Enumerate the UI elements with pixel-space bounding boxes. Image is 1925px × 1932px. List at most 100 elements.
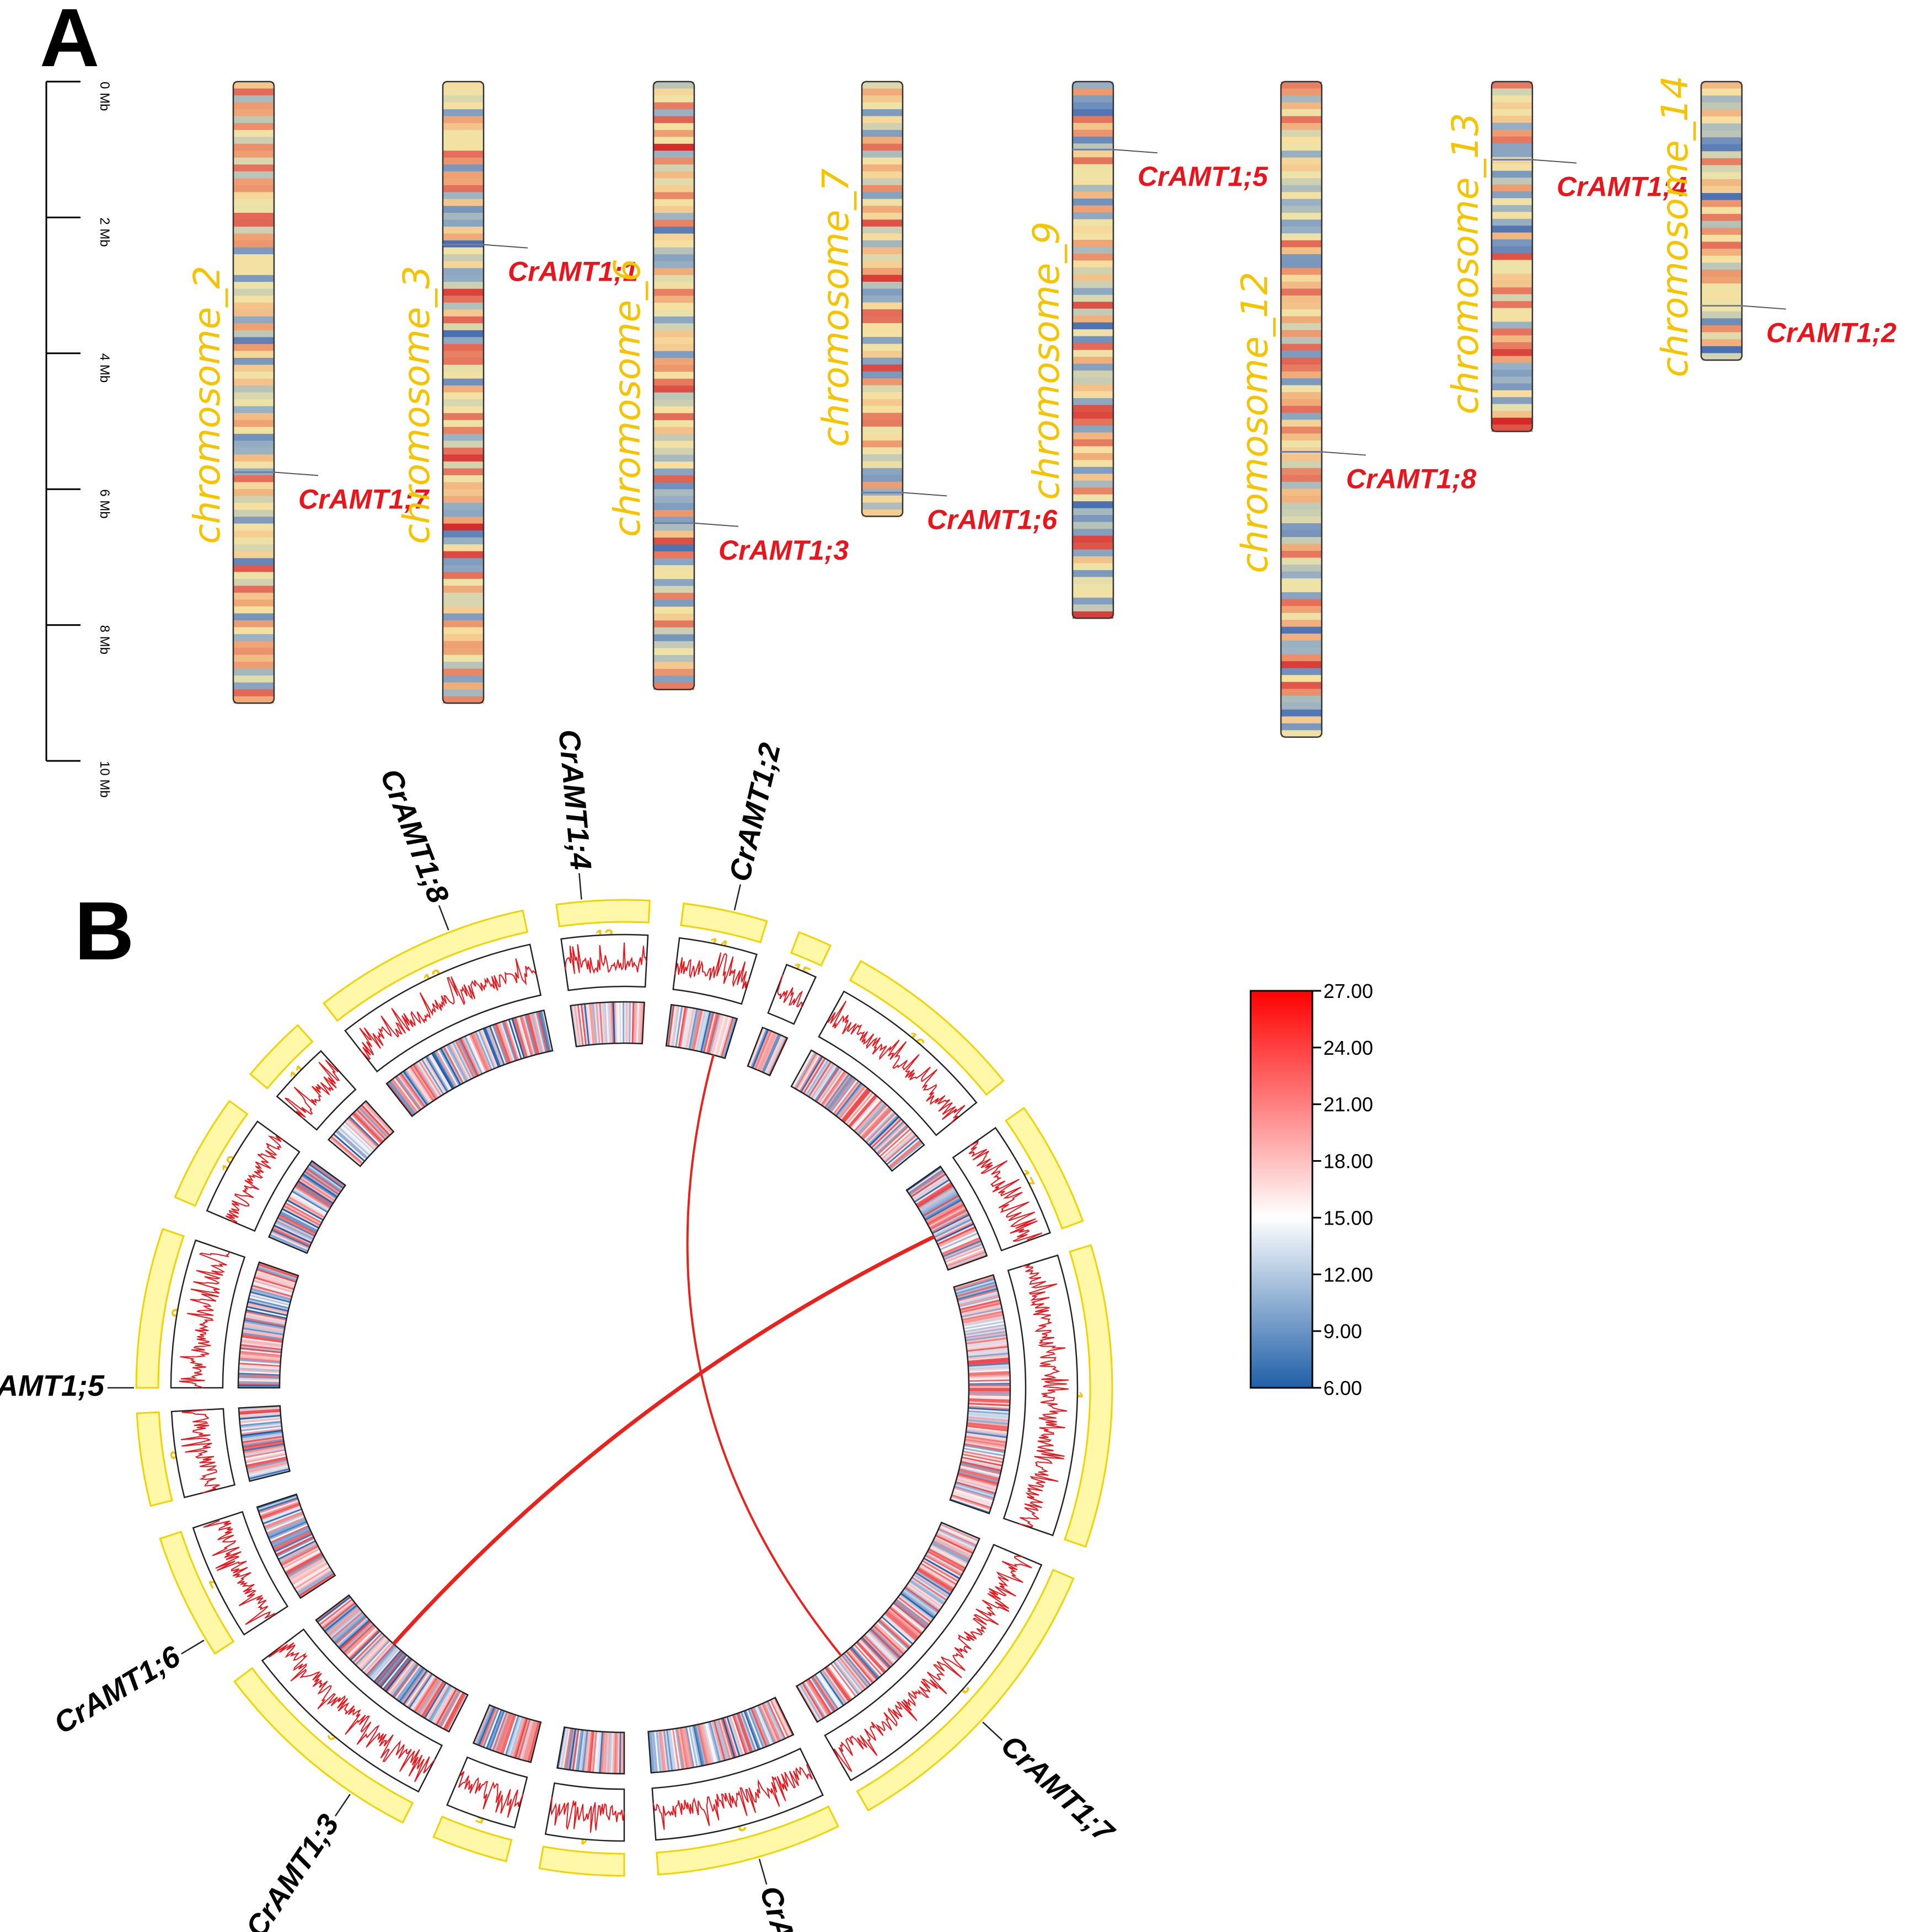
- density-band: [1281, 102, 1322, 110]
- heatmap-cell: [600, 1731, 605, 1773]
- heatmap-cell: [241, 1429, 282, 1437]
- heatmap-cell: [620, 1002, 623, 1044]
- heatmap-cell: [258, 1265, 298, 1280]
- heatmap-cell: [752, 1029, 769, 1069]
- heatmap-cell: [439, 1690, 462, 1728]
- heatmap-cell: [872, 1626, 903, 1656]
- heatmap-cell: [816, 1066, 840, 1103]
- heatmap-cell: [240, 1340, 282, 1348]
- heatmap-cell: [762, 1034, 780, 1073]
- heatmap-cell: [355, 1110, 385, 1141]
- density-band: [1281, 647, 1322, 655]
- heatmap-cell: [935, 1221, 974, 1241]
- heatmap-cell: [907, 1168, 943, 1193]
- heatmap-cell: [467, 1034, 486, 1074]
- heatmap-cell: [387, 1082, 414, 1117]
- heatmap-cell: [934, 1536, 973, 1556]
- heatmap-cell: [808, 1678, 832, 1715]
- heatmap-cell: [725, 1716, 739, 1757]
- density-band: [233, 641, 274, 648]
- heatmap-cell: [817, 1067, 842, 1103]
- heatmap-cell: [318, 1597, 352, 1624]
- heatmap-cell: [889, 1141, 923, 1169]
- heatmap-cell: [484, 1709, 501, 1748]
- density-band: [233, 358, 274, 366]
- density-band: [443, 675, 484, 683]
- chromosome: chromosome_3 CrAMT1;1: [395, 80, 638, 704]
- density-band: [233, 254, 274, 262]
- heatmap-track: [269, 1161, 346, 1253]
- heatmap-cell: [968, 1369, 1010, 1373]
- heatmap-cell: [334, 1131, 367, 1161]
- heatmap-cell: [432, 1051, 455, 1089]
- heatmap-cell: [968, 1366, 1010, 1370]
- heatmap-cell: [666, 1730, 673, 1771]
- heatmap-cell: [934, 1537, 972, 1558]
- density-band: [653, 675, 694, 683]
- heatmap-cell: [706, 1722, 718, 1763]
- heatmap-cell: [390, 1662, 417, 1697]
- heatmap-outline: [790, 1049, 925, 1172]
- density-band: [443, 288, 484, 296]
- heatmap-cell: [764, 1035, 784, 1074]
- density-band: [1701, 82, 1742, 89]
- heatmap-cell: [967, 1422, 1009, 1429]
- heatmap-cell: [863, 1634, 894, 1666]
- density-band: [1281, 509, 1322, 517]
- density-band: [1073, 446, 1113, 454]
- heatmap-cell: [493, 1712, 510, 1752]
- density-band: [862, 412, 903, 420]
- density-band: [1492, 314, 1532, 323]
- heatmap-cell: [965, 1330, 1006, 1339]
- heatmap-cell: [687, 1726, 696, 1768]
- density-band: [653, 482, 694, 490]
- heatmap-cell: [330, 1135, 363, 1164]
- heatmap-cell: [329, 1610, 362, 1639]
- density-band: [1492, 157, 1532, 164]
- density-band: [233, 212, 274, 221]
- heatmap-cell: [964, 1440, 1006, 1449]
- heatmap-cell: [956, 1480, 996, 1493]
- heatmap-cell: [283, 1205, 321, 1226]
- heatmap-cell: [968, 1403, 1010, 1407]
- heatmap-cell: [577, 1004, 585, 1046]
- density-band: [1281, 716, 1322, 724]
- heatmap-cell: [243, 1444, 285, 1453]
- heatmap-cell: [914, 1573, 950, 1597]
- heatmap-cell: [882, 1615, 915, 1644]
- density-band: [1701, 137, 1742, 145]
- density-band: [1073, 487, 1113, 495]
- heatmap-cell: [381, 1655, 409, 1689]
- heatmap-cell: [669, 1729, 677, 1771]
- heatmap-cell: [695, 1724, 706, 1765]
- heatmap-cell: [507, 1716, 522, 1757]
- density-band: [1281, 247, 1322, 255]
- heatmap-cell: [682, 1727, 691, 1768]
- heatmap-cell: [482, 1708, 500, 1748]
- heatmap-cell: [837, 1085, 865, 1119]
- density-band: [1281, 164, 1322, 172]
- density-band: [443, 378, 484, 386]
- segment-arc: [174, 1099, 249, 1207]
- heatmap-cell: [683, 1727, 693, 1768]
- heatmap-cell: [824, 1074, 850, 1109]
- density-line: [1018, 1264, 1069, 1528]
- heatmap-cell: [870, 1628, 901, 1659]
- gene-leader-line: [694, 522, 739, 527]
- heatmap-cell: [274, 1532, 312, 1551]
- gene-label: CrAMT1;1: [508, 256, 638, 287]
- heatmap-cell: [669, 1005, 677, 1046]
- heatmap-cell: [506, 1019, 521, 1060]
- heatmap-cell: [240, 1426, 282, 1434]
- heatmap-cell: [578, 1730, 586, 1772]
- heatmap-cell: [280, 1544, 318, 1565]
- density-band: [443, 206, 484, 213]
- gene-label: CrAMT1;7: [298, 484, 430, 514]
- density-band: [1701, 234, 1742, 243]
- heatmap-cell: [353, 1633, 384, 1665]
- heatmap-cell: [521, 1015, 534, 1056]
- density-band: [1492, 273, 1532, 281]
- density-band: [443, 461, 484, 469]
- heatmap-cell: [577, 1730, 584, 1772]
- density-band: [1281, 357, 1322, 365]
